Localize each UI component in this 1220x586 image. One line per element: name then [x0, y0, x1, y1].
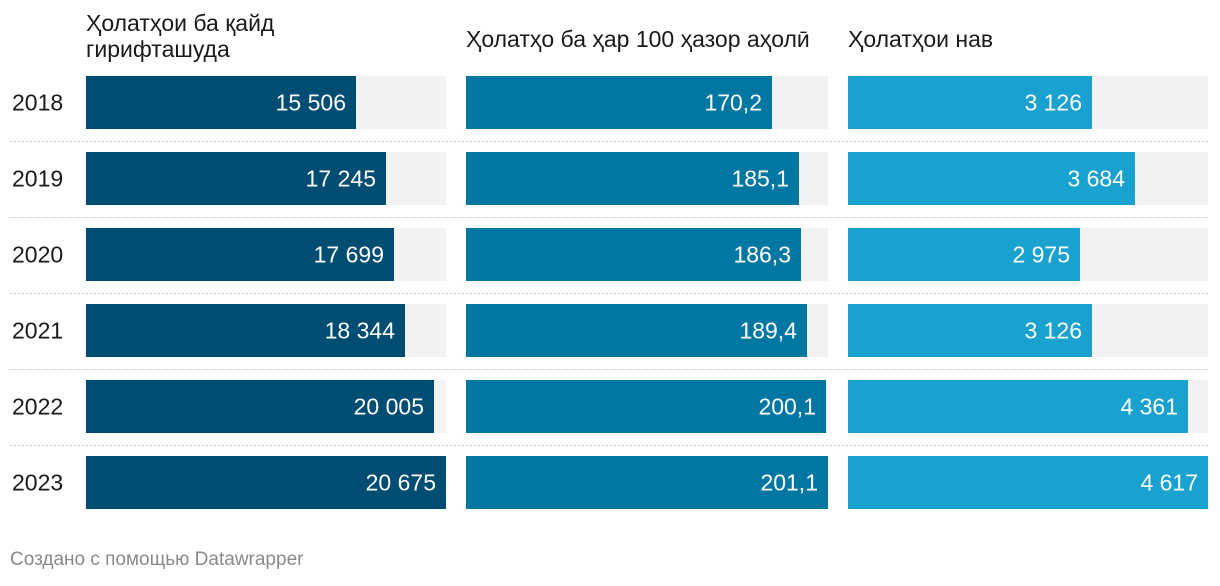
column-title: Ҳолатҳои ба қайд гирифташуда: [86, 10, 275, 62]
bar: [466, 228, 801, 281]
bar: [86, 380, 434, 433]
value-label: 4 617: [1140, 470, 1198, 496]
bar: [86, 304, 405, 357]
year-label: 2022: [12, 394, 63, 420]
value-label: 20 675: [366, 470, 436, 496]
bar: [848, 228, 1080, 281]
bar: [848, 152, 1135, 205]
value-label: 189,4: [739, 318, 797, 344]
column-title-line: Ҳолатҳо ба ҳар 100 ҳазор аҳолӣ: [466, 26, 810, 52]
value-label: 4 361: [1120, 394, 1178, 420]
year-label: 2021: [12, 318, 63, 344]
year-label: 2023: [12, 470, 63, 496]
bar: [86, 76, 356, 129]
year-label: 2019: [12, 166, 63, 192]
bar: [466, 456, 828, 509]
column-title-line: Ҳолатҳои нав: [848, 26, 993, 52]
value-label: 200,1: [758, 394, 816, 420]
year-label: 2020: [12, 242, 63, 268]
value-label: 170,2: [704, 90, 762, 116]
bar: [466, 76, 772, 129]
value-label: 15 506: [276, 90, 346, 116]
value-label: 3 126: [1024, 318, 1082, 344]
bar: [86, 456, 446, 509]
bar: [86, 228, 394, 281]
value-label: 20 005: [354, 394, 424, 420]
column-title-line: Ҳолатҳои ба қайд: [86, 10, 275, 36]
bar: [848, 380, 1188, 433]
value-label: 17 699: [314, 242, 384, 268]
value-label: 17 245: [306, 166, 376, 192]
value-label: 3 684: [1067, 166, 1125, 192]
bar: [848, 76, 1092, 129]
bar: [86, 152, 386, 205]
bar: [848, 304, 1092, 357]
year-label: 2018: [12, 90, 63, 116]
value-label: 201,1: [760, 470, 818, 496]
footer-credit: Создано с помощью Datawrapper: [10, 549, 304, 570]
bar: [466, 152, 799, 205]
bar: [466, 380, 826, 433]
column-title-line: гирифташуда: [86, 36, 230, 62]
column-title: Ҳолатҳои нав: [848, 26, 993, 52]
bar: [466, 304, 807, 357]
value-label: 186,3: [733, 242, 791, 268]
value-label: 3 126: [1024, 90, 1082, 116]
column-title: Ҳолатҳо ба ҳар 100 ҳазор аҳолӣ: [466, 26, 810, 52]
bar: [848, 456, 1208, 509]
value-label: 185,1: [731, 166, 789, 192]
value-label: 2 975: [1012, 242, 1070, 268]
value-label: 18 344: [325, 318, 396, 344]
